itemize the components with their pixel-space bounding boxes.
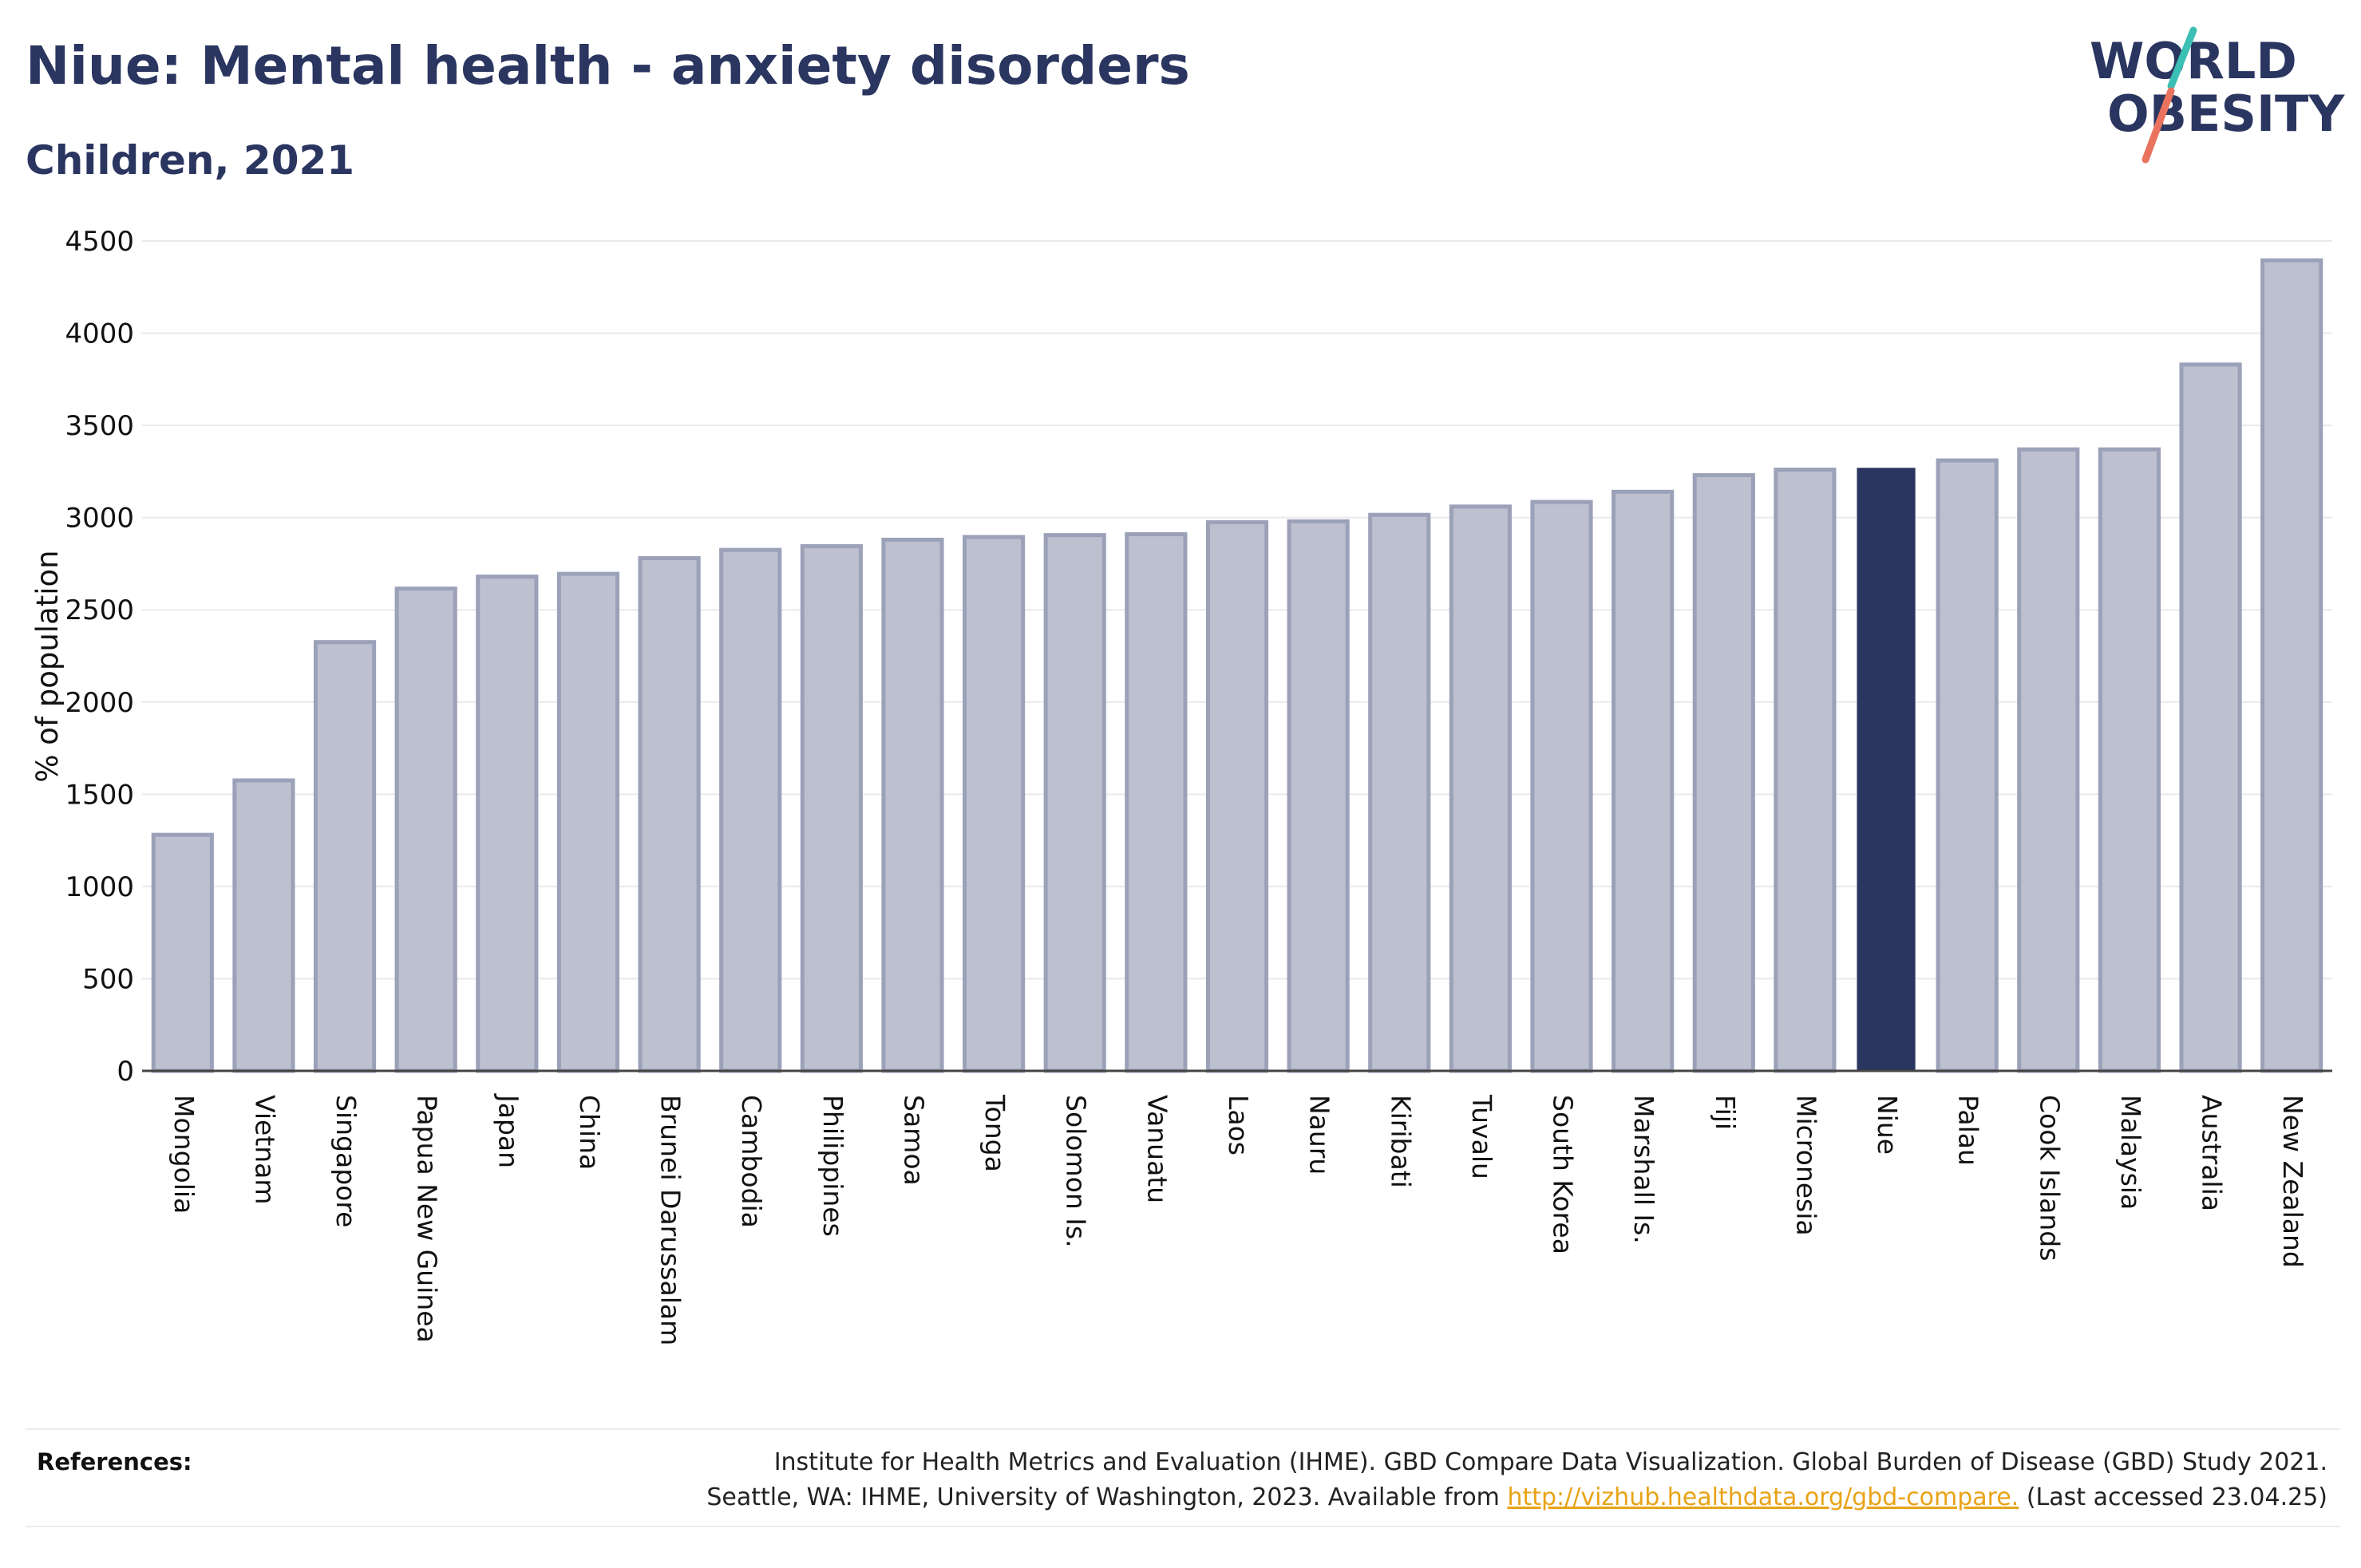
references-link[interactable]: http://vizhub.healthdata.org/gbd-compare… bbox=[1507, 1483, 2019, 1511]
bar-niue bbox=[1857, 468, 1916, 1071]
references-line-1: Institute for Health Metrics and Evaluat… bbox=[773, 1448, 2327, 1476]
x-tick-label: Marshall Is. bbox=[1628, 1095, 1659, 1244]
logo-slash-teal bbox=[2167, 26, 2197, 90]
bar-vietnam bbox=[232, 778, 295, 1073]
bar-layer bbox=[151, 258, 2323, 1073]
x-tick-label: Tuvalu bbox=[1466, 1094, 1497, 1179]
chart-subtitle: Children, 2021 bbox=[26, 137, 355, 184]
x-tick-label: Singapore bbox=[330, 1095, 362, 1227]
bar-samoa bbox=[881, 537, 944, 1073]
x-tick-label: Papua New Guinea bbox=[412, 1095, 443, 1343]
x-tick-label: Vanuatu bbox=[1141, 1095, 1173, 1203]
x-tick-label: Laos bbox=[1223, 1095, 1254, 1155]
x-tick-label: Brunei Darussalam bbox=[655, 1095, 686, 1345]
chart-title: Niue: Mental health - anxiety disorders bbox=[26, 35, 1190, 97]
x-tick-label: Solomon Is. bbox=[1061, 1095, 1092, 1248]
bar-papua-new-guinea bbox=[394, 587, 457, 1073]
bar-micronesia bbox=[1774, 468, 1837, 1073]
bar-malaysia bbox=[2098, 447, 2161, 1073]
bar-vanuatu bbox=[1125, 531, 1188, 1073]
bar-brunei-darussalam bbox=[638, 556, 701, 1073]
x-tick-label: China bbox=[574, 1095, 605, 1170]
x-tick-label: Fiji bbox=[1710, 1095, 1741, 1130]
bar-marshall-is bbox=[1612, 489, 1675, 1073]
y-tick-label: 0 bbox=[117, 1056, 134, 1088]
y-tick-label: 500 bbox=[82, 963, 134, 995]
x-tick-label: Japan bbox=[492, 1093, 524, 1168]
y-tick-label: 3500 bbox=[65, 410, 134, 442]
y-tick-label: 4500 bbox=[65, 226, 134, 258]
bar-palau bbox=[1936, 458, 1999, 1073]
bar-south-korea bbox=[1530, 500, 1593, 1073]
bar-cook-islands bbox=[2017, 447, 2080, 1073]
x-tick-label: Philippines bbox=[817, 1095, 848, 1237]
bar-tuvalu bbox=[1449, 504, 1512, 1073]
x-tick-label: Australia bbox=[2197, 1095, 2228, 1211]
y-tick-label: 3000 bbox=[65, 503, 134, 535]
bar-cambodia bbox=[719, 547, 782, 1073]
bar-australia bbox=[2179, 362, 2242, 1073]
x-tick-label: Tonga bbox=[979, 1094, 1010, 1172]
y-tick-label: 1000 bbox=[65, 871, 134, 903]
x-tick-label: Cambodia bbox=[736, 1095, 767, 1228]
references-line-2-prefix: Seattle, WA: IHME, University of Washing… bbox=[706, 1483, 1508, 1511]
world-obesity-logo: WORLD OBESITY bbox=[2090, 26, 2345, 164]
bar-mongolia bbox=[151, 832, 214, 1073]
bar-japan bbox=[476, 575, 539, 1073]
logo-slash-coral bbox=[2142, 87, 2175, 164]
y-axis-label: % of population bbox=[30, 550, 65, 782]
bar-solomon-is bbox=[1043, 533, 1106, 1073]
references-line-2-suffix: (Last accessed 23.04.25) bbox=[2019, 1483, 2327, 1511]
x-tick-label: Samoa bbox=[898, 1095, 929, 1186]
y-tick-label: 1500 bbox=[65, 779, 134, 811]
x-tick-label: Cook Islands bbox=[2034, 1095, 2065, 1261]
logo-word-world: WORLD bbox=[2090, 32, 2297, 90]
x-tick-label: Micronesia bbox=[1790, 1095, 1821, 1236]
bar-kiribati bbox=[1368, 512, 1431, 1073]
references-text: Institute for Health Metrics and Evaluat… bbox=[492, 1445, 2327, 1515]
bar-nauru bbox=[1287, 519, 1350, 1073]
x-tick-label: New Zealand bbox=[2277, 1095, 2308, 1268]
bar-tonga bbox=[963, 535, 1026, 1073]
x-tick-label: Malaysia bbox=[2115, 1095, 2146, 1210]
references-bottom-rule bbox=[26, 1526, 2340, 1527]
bar-singapore bbox=[313, 640, 377, 1073]
bar-philippines bbox=[800, 543, 863, 1073]
bar-new-zealand bbox=[2260, 258, 2323, 1073]
y-tick-label: 2500 bbox=[65, 594, 134, 626]
logo-word-obesity: OBESITY bbox=[2107, 85, 2345, 143]
y-tick-label: 2000 bbox=[65, 687, 134, 719]
references-top-rule bbox=[26, 1428, 2340, 1430]
x-tick-label: Niue bbox=[1872, 1095, 1903, 1155]
x-tick-label: South Korea bbox=[1548, 1095, 1579, 1254]
bar-laos bbox=[1205, 519, 1269, 1073]
x-tick-label: Mongolia bbox=[168, 1095, 200, 1214]
references-line-2: Seattle, WA: IHME, University of Washing… bbox=[492, 1480, 2327, 1515]
x-tick-label: Vietnam bbox=[249, 1095, 280, 1205]
x-tick-label: Palau bbox=[1953, 1095, 1984, 1166]
y-tick-label: 4000 bbox=[65, 318, 134, 350]
bar-fiji bbox=[1692, 473, 1755, 1073]
references-label: References: bbox=[37, 1448, 192, 1475]
bar-china bbox=[556, 571, 620, 1073]
axis-layer: 0 500 1000 1500 2000 2500 3000 3500 4000 4500 Mong… bbox=[65, 226, 2332, 1345]
x-tick-label: Nauru bbox=[1304, 1095, 1335, 1175]
x-tick-label: Kiribati bbox=[1385, 1095, 1416, 1188]
